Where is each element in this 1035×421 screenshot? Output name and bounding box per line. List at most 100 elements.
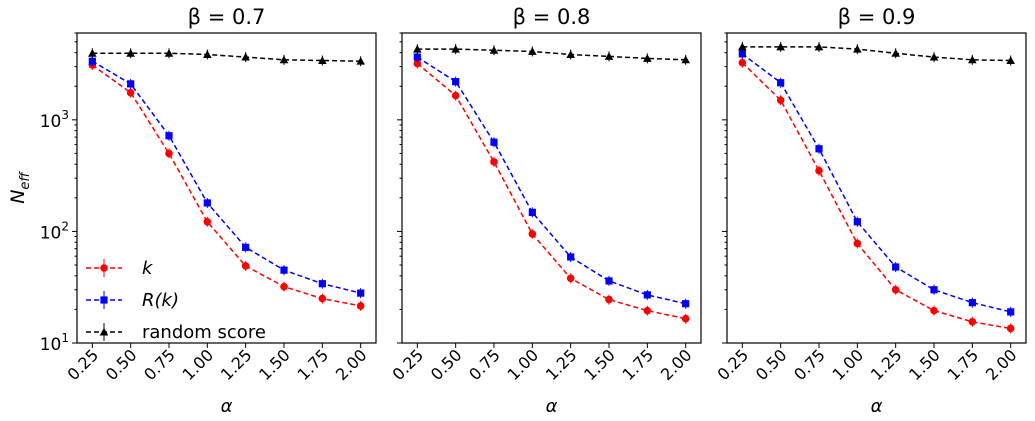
x-tick-label: 1.50 <box>905 345 944 384</box>
data-point <box>241 52 250 61</box>
chart-title: β = 0.8 <box>513 5 591 29</box>
x-axis: 0.25 0.50 0.75 1.00 1.25 1.50 1.75 2.00 α <box>64 343 371 417</box>
y-axis-label-base: N <box>7 190 29 204</box>
chart-panel-2: β = 0.8 0.25 0.50 0.75 1.00 1.25 1.50 1.75 2.00 α <box>389 5 702 417</box>
data-point <box>165 132 173 140</box>
y-tick-label: 102 <box>40 219 69 243</box>
x-tick-label: 2.00 <box>657 345 696 384</box>
chart-panel-1: β = 0.7 101 102 103 0.25 0.50 0.75 1.00 1.25 1.50… <box>40 5 377 417</box>
data-point <box>681 314 690 323</box>
data-point <box>682 300 690 308</box>
x-axis-label: α <box>546 396 558 417</box>
data-point <box>280 266 288 274</box>
series-line <box>91 60 361 294</box>
data-point <box>643 54 652 62</box>
x-axis-label: α <box>871 396 883 417</box>
data-point <box>891 48 900 57</box>
data-point <box>930 286 938 294</box>
legend-marker <box>100 296 108 304</box>
legend-label: R(k) <box>142 290 179 311</box>
data-point <box>738 58 747 67</box>
plot-frame <box>401 32 702 344</box>
x-tick-label: 2.00 <box>982 345 1021 384</box>
x-tick-label: 0.75 <box>140 345 179 384</box>
x-tick-label: 0.25 <box>64 345 103 384</box>
legend-marker <box>99 327 109 336</box>
series-k <box>88 60 365 311</box>
data-point <box>242 243 250 251</box>
series-line <box>92 52 361 62</box>
chart-title: β = 0.7 <box>188 5 266 29</box>
chart-panel-3: β = 0.9 0.25 0.50 0.75 1.00 1.25 1.50 1.75 2.00 α <box>714 5 1027 417</box>
x-axis-label: α <box>221 396 233 417</box>
data-point <box>891 285 900 294</box>
data-point <box>203 50 212 58</box>
series-line <box>91 64 361 307</box>
data-point <box>776 42 785 51</box>
x-tick-label: 0.50 <box>102 345 141 384</box>
data-point <box>681 55 690 64</box>
x-tick-label: 1.00 <box>179 345 218 384</box>
data-point <box>318 280 326 288</box>
svg-text:Neff: Neff <box>7 171 33 204</box>
data-point <box>203 217 212 226</box>
x-tick-label: 1.75 <box>294 345 333 384</box>
series-line <box>416 56 686 305</box>
data-point <box>452 78 460 86</box>
x-tick-label: 0.50 <box>427 345 466 384</box>
x-tick-label: 0.75 <box>790 345 829 384</box>
x-tick-label: 0.25 <box>714 345 753 384</box>
x-tick-label: 1.00 <box>504 345 543 384</box>
data-point <box>643 306 652 315</box>
data-point <box>892 263 900 271</box>
data-point <box>968 317 977 326</box>
data-point <box>643 291 651 299</box>
data-point <box>451 44 460 53</box>
data-point <box>777 79 785 87</box>
series-r-k- <box>738 48 1015 317</box>
data-point <box>738 42 747 51</box>
series-random-score <box>738 41 1015 66</box>
y-axis-label-sub: eff <box>18 171 33 190</box>
y-axis: 101 102 103 <box>40 32 77 355</box>
data-point <box>566 50 575 58</box>
x-tick-label: 1.75 <box>944 345 983 384</box>
data-point <box>528 47 537 55</box>
data-point <box>528 230 537 238</box>
data-point <box>451 91 460 100</box>
series-line <box>417 48 686 61</box>
data-point <box>490 158 498 166</box>
x-tick-label: 2.00 <box>332 345 371 384</box>
x-tick-label: 0.75 <box>465 345 504 384</box>
data-point <box>1006 324 1015 333</box>
series-r-k- <box>413 52 690 309</box>
data-point <box>413 59 422 68</box>
data-point <box>929 52 939 61</box>
data-point <box>413 53 421 61</box>
data-point <box>203 199 211 207</box>
series-random-score <box>413 44 690 65</box>
data-point <box>853 44 862 53</box>
x-tick-label: 1.00 <box>829 345 868 384</box>
y-tick-label: 103 <box>40 108 69 132</box>
plot-frame <box>726 32 1027 344</box>
x-tick-label: 1.25 <box>217 345 256 384</box>
data-point <box>605 277 613 285</box>
plot-frame <box>76 32 377 344</box>
legend: k R(k) random score <box>86 258 266 343</box>
data-point <box>605 295 613 304</box>
legend-label: k <box>142 258 154 279</box>
data-point <box>318 56 327 64</box>
data-point <box>356 302 365 310</box>
data-point <box>413 44 422 53</box>
legend-label: random score <box>142 322 266 343</box>
x-axis: 0.25 0.50 0.75 1.00 1.25 1.50 1.75 2.00 α <box>389 343 696 417</box>
data-point <box>126 88 135 97</box>
data-point <box>1006 56 1015 64</box>
data-point <box>164 48 174 57</box>
series-line <box>741 62 1011 330</box>
data-point <box>241 262 250 270</box>
x-tick-label: 1.50 <box>255 345 294 384</box>
legend-item: random score <box>86 322 266 343</box>
x-axis: 0.25 0.50 0.75 1.00 1.25 1.50 1.75 2.00 α <box>714 343 1021 417</box>
